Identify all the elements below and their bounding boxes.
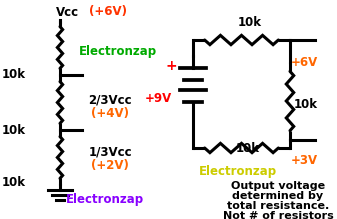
Text: determined by: determined by — [233, 191, 324, 201]
Text: 10k: 10k — [294, 99, 318, 111]
Text: total resistance.: total resistance. — [227, 201, 329, 211]
Text: 10k: 10k — [2, 69, 26, 81]
Text: 2/3Vcc: 2/3Vcc — [88, 94, 132, 106]
Text: Output voltage: Output voltage — [231, 181, 325, 191]
Text: 1/3Vcc: 1/3Vcc — [88, 145, 132, 159]
Text: Vcc: Vcc — [56, 5, 80, 18]
Text: Electronzap: Electronzap — [66, 194, 144, 207]
Text: 10k: 10k — [2, 124, 26, 136]
Text: 10k: 10k — [236, 141, 260, 154]
Text: Not # of resistors: Not # of resistors — [223, 211, 333, 219]
Text: (+6V): (+6V) — [89, 5, 127, 18]
Text: +6V: +6V — [291, 55, 318, 69]
Text: +9V: +9V — [145, 92, 172, 104]
Text: (+4V): (+4V) — [91, 106, 129, 120]
Text: (+2V): (+2V) — [91, 159, 129, 171]
Text: 10k: 10k — [238, 16, 262, 28]
Text: 10k: 10k — [2, 175, 26, 189]
Text: +3V: +3V — [291, 154, 318, 166]
Text: Electronzap: Electronzap — [199, 166, 277, 178]
Text: Electronzap: Electronzap — [79, 46, 157, 58]
Text: +: + — [165, 59, 177, 73]
